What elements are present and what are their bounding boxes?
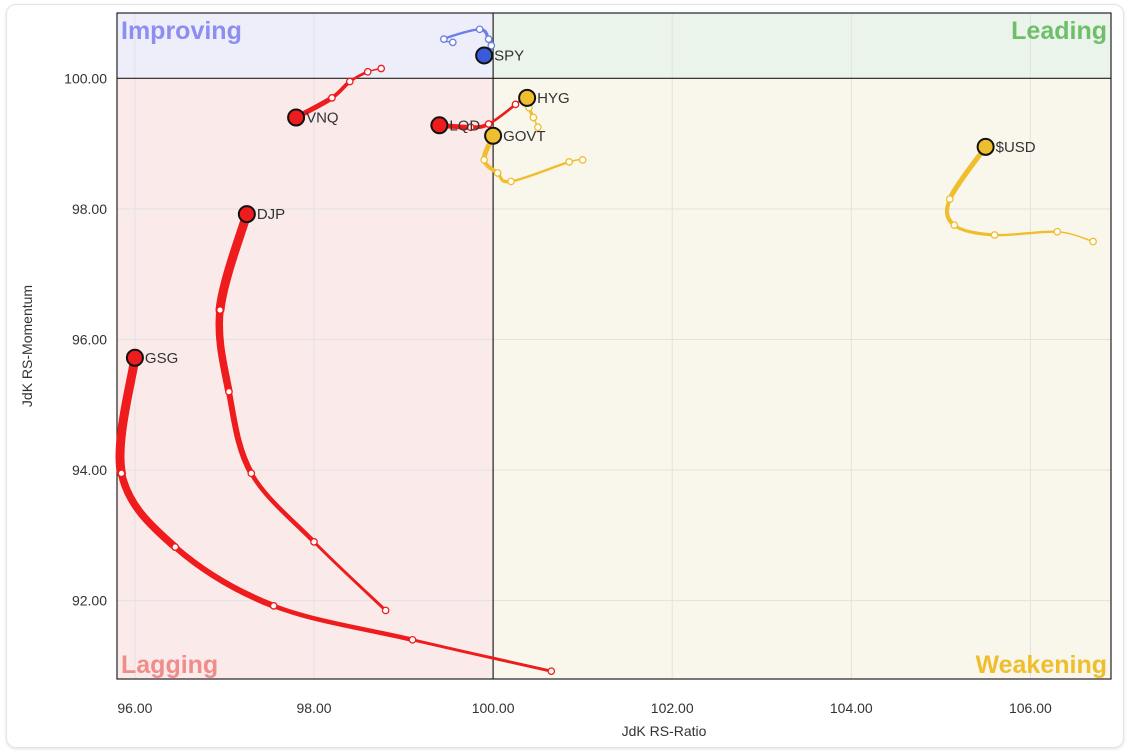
djp-trail-point	[225, 387, 233, 396]
usd-trail-point	[1053, 227, 1062, 236]
djp-trail-segment	[225, 388, 255, 477]
quadrant-label-lagging: Lagging	[121, 651, 218, 679]
y-tick-label: 96.00	[72, 331, 107, 347]
quadrant-label-leading: Leading	[1011, 17, 1107, 45]
x-tick-label: 106.00	[1009, 700, 1052, 716]
x-tick-label: 96.00	[117, 700, 152, 716]
gsg-trail-point	[547, 667, 556, 676]
vnq-trail-point	[328, 94, 336, 102]
lqd-label: LQD	[449, 117, 480, 134]
gsg-trail-segment	[271, 603, 415, 643]
hyg-label: HYG	[537, 90, 570, 107]
spy-trail-point	[484, 35, 493, 43]
y-tick-label: 94.00	[72, 462, 107, 478]
y-axis-title: JdK RS-Momentum	[19, 285, 35, 407]
gsg-trail-point	[269, 602, 278, 610]
gsg-trail-point	[117, 469, 126, 478]
govt-trail-point	[493, 169, 502, 177]
hyg-trail-point	[529, 113, 538, 122]
x-tick-label: 100.00	[472, 700, 515, 716]
spy-label: SPY	[494, 47, 524, 64]
quadrant-lagging	[117, 78, 494, 679]
usd-head-point	[976, 137, 995, 156]
gsg-label: GSG	[145, 350, 178, 367]
y-tick-label: 98.00	[72, 201, 107, 217]
djp-trail-point	[247, 469, 256, 478]
vnq-trail-point	[345, 77, 354, 86]
djp-trail-point	[310, 538, 318, 546]
x-tick-label: 102.00	[651, 700, 694, 716]
vnq-head-point	[287, 108, 306, 127]
gsg-trail-segment	[117, 469, 179, 551]
lqd-head-point	[430, 116, 449, 135]
lqd-trail-point	[511, 100, 520, 109]
usd-trail-point	[990, 231, 999, 239]
djp-trail-segment	[215, 306, 233, 396]
djp-label: DJP	[257, 206, 285, 223]
usd-trail-segment	[993, 230, 1059, 237]
quadrant-leading	[493, 13, 1111, 79]
quadrant-label-weakening: Weakening	[975, 651, 1107, 679]
x-axis-title: JdK RS-Ratio	[622, 723, 707, 739]
lqd-trail-point	[484, 120, 493, 128]
govt-trail-point	[507, 177, 515, 186]
usd-trail-point	[1089, 237, 1097, 246]
spy-trail-point	[440, 35, 448, 43]
gsg-head-point	[125, 348, 144, 367]
djp-head-point	[237, 205, 256, 224]
hyg-trail-point	[534, 123, 542, 132]
govt-label: GOVT	[503, 128, 546, 145]
djp-trail-segment	[312, 540, 388, 612]
govt-trail-point	[565, 158, 574, 166]
spy-trail-point	[448, 38, 457, 47]
lqd-trail-point	[466, 123, 475, 132]
gsg-trail-point	[408, 635, 417, 644]
vnq-trail-point	[377, 64, 386, 73]
vnq-trail-point	[363, 67, 372, 76]
usd-trail-point	[950, 221, 959, 230]
x-tick-label: 98.00	[296, 700, 331, 716]
usd-label: $USD	[996, 139, 1036, 156]
quadrant-improving	[117, 13, 494, 79]
x-tick-label: 104.00	[830, 700, 873, 716]
spy-trail-point	[487, 41, 496, 50]
y-tick-label: 92.00	[72, 593, 107, 609]
djp-trail-point	[216, 306, 224, 314]
quadrant-label-improving: Improving	[121, 17, 242, 45]
quadrant-weakening	[493, 78, 1111, 679]
gsg-trail-segment	[172, 544, 277, 609]
spy-head-point	[475, 46, 494, 65]
gsg-trail-segment	[411, 638, 553, 673]
plot-border	[116, 12, 1112, 680]
govt-head-point	[484, 126, 503, 145]
djp-trail-segment	[249, 471, 317, 545]
vnq-label: VNQ	[306, 109, 339, 126]
govt-trail-point	[480, 156, 489, 164]
hyg-head-point	[518, 88, 537, 107]
y-tick-label: 100.00	[64, 70, 107, 86]
djp-trail-point	[381, 606, 390, 615]
spy-trail-point	[475, 25, 484, 34]
usd-trail-point	[945, 195, 954, 203]
govt-trail-point	[578, 156, 587, 164]
gsg-trail-point	[171, 543, 180, 551]
